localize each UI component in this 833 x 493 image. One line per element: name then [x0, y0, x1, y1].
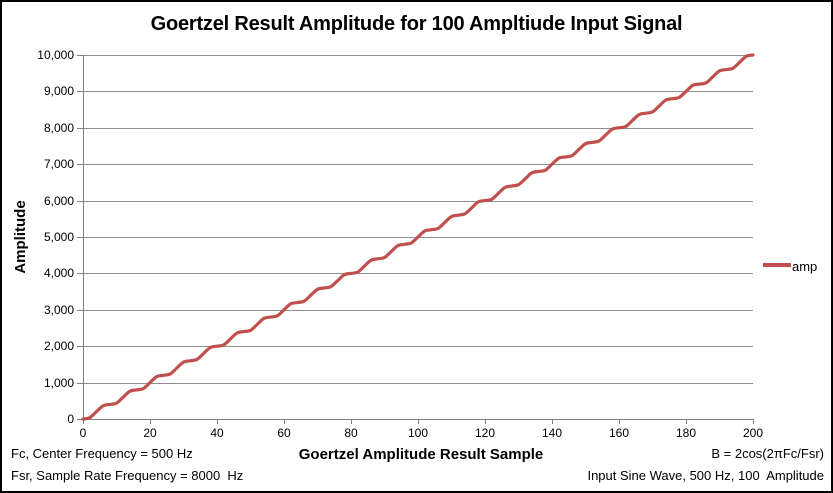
x-tick-label: 160	[608, 426, 630, 440]
y-tick-label: 9,000	[43, 84, 74, 98]
annotation-b-formula: B = 2cos(2πFc/Fsr)	[711, 446, 824, 461]
y-tick-label: 7,000	[43, 157, 74, 171]
x-tick-label: 100	[407, 426, 429, 440]
y-tick-label: 10,000	[37, 48, 74, 62]
y-tick-label: 1,000	[43, 376, 74, 390]
annotation-sample-rate: Fsr, Sample Rate Frequency = 8000 Hz	[11, 468, 244, 483]
y-tick-label: 4,000	[43, 266, 74, 280]
y-tick-label: 5,000	[43, 230, 74, 244]
y-tick-label: 8,000	[43, 121, 74, 135]
legend-swatch-line	[763, 263, 791, 267]
x-tick-label: 180	[675, 426, 697, 440]
y-tick-label: 3,000	[43, 303, 74, 317]
annotation-center-frequency: Fc, Center Frequency = 500 Hz	[11, 446, 193, 461]
x-tick-label: 0	[79, 426, 87, 440]
x-tick-label: 140	[541, 426, 563, 440]
x-tick-label: 200	[742, 426, 764, 440]
series-line-amp	[81, 53, 755, 421]
y-tick-label: 6,000	[43, 194, 74, 208]
y-tick-label: 2,000	[43, 339, 74, 353]
x-axis-title: Goertzel Amplitude Result Sample	[298, 446, 544, 463]
chart-title: Goertzel Result Amplitude for 100 Amplti…	[150, 13, 683, 35]
x-tick-label: 60	[277, 426, 291, 440]
x-tick-label: 20	[143, 426, 157, 440]
x-tick-label: 120	[474, 426, 496, 440]
legend-label: amp	[792, 259, 818, 274]
x-tick-label: 80	[344, 426, 358, 440]
annotation-input-signal: Input Sine Wave, 500 Hz, 100 Amplitude	[587, 468, 824, 483]
y-tick-label: 0	[67, 412, 74, 426]
x-tick-label: 40	[210, 426, 224, 440]
